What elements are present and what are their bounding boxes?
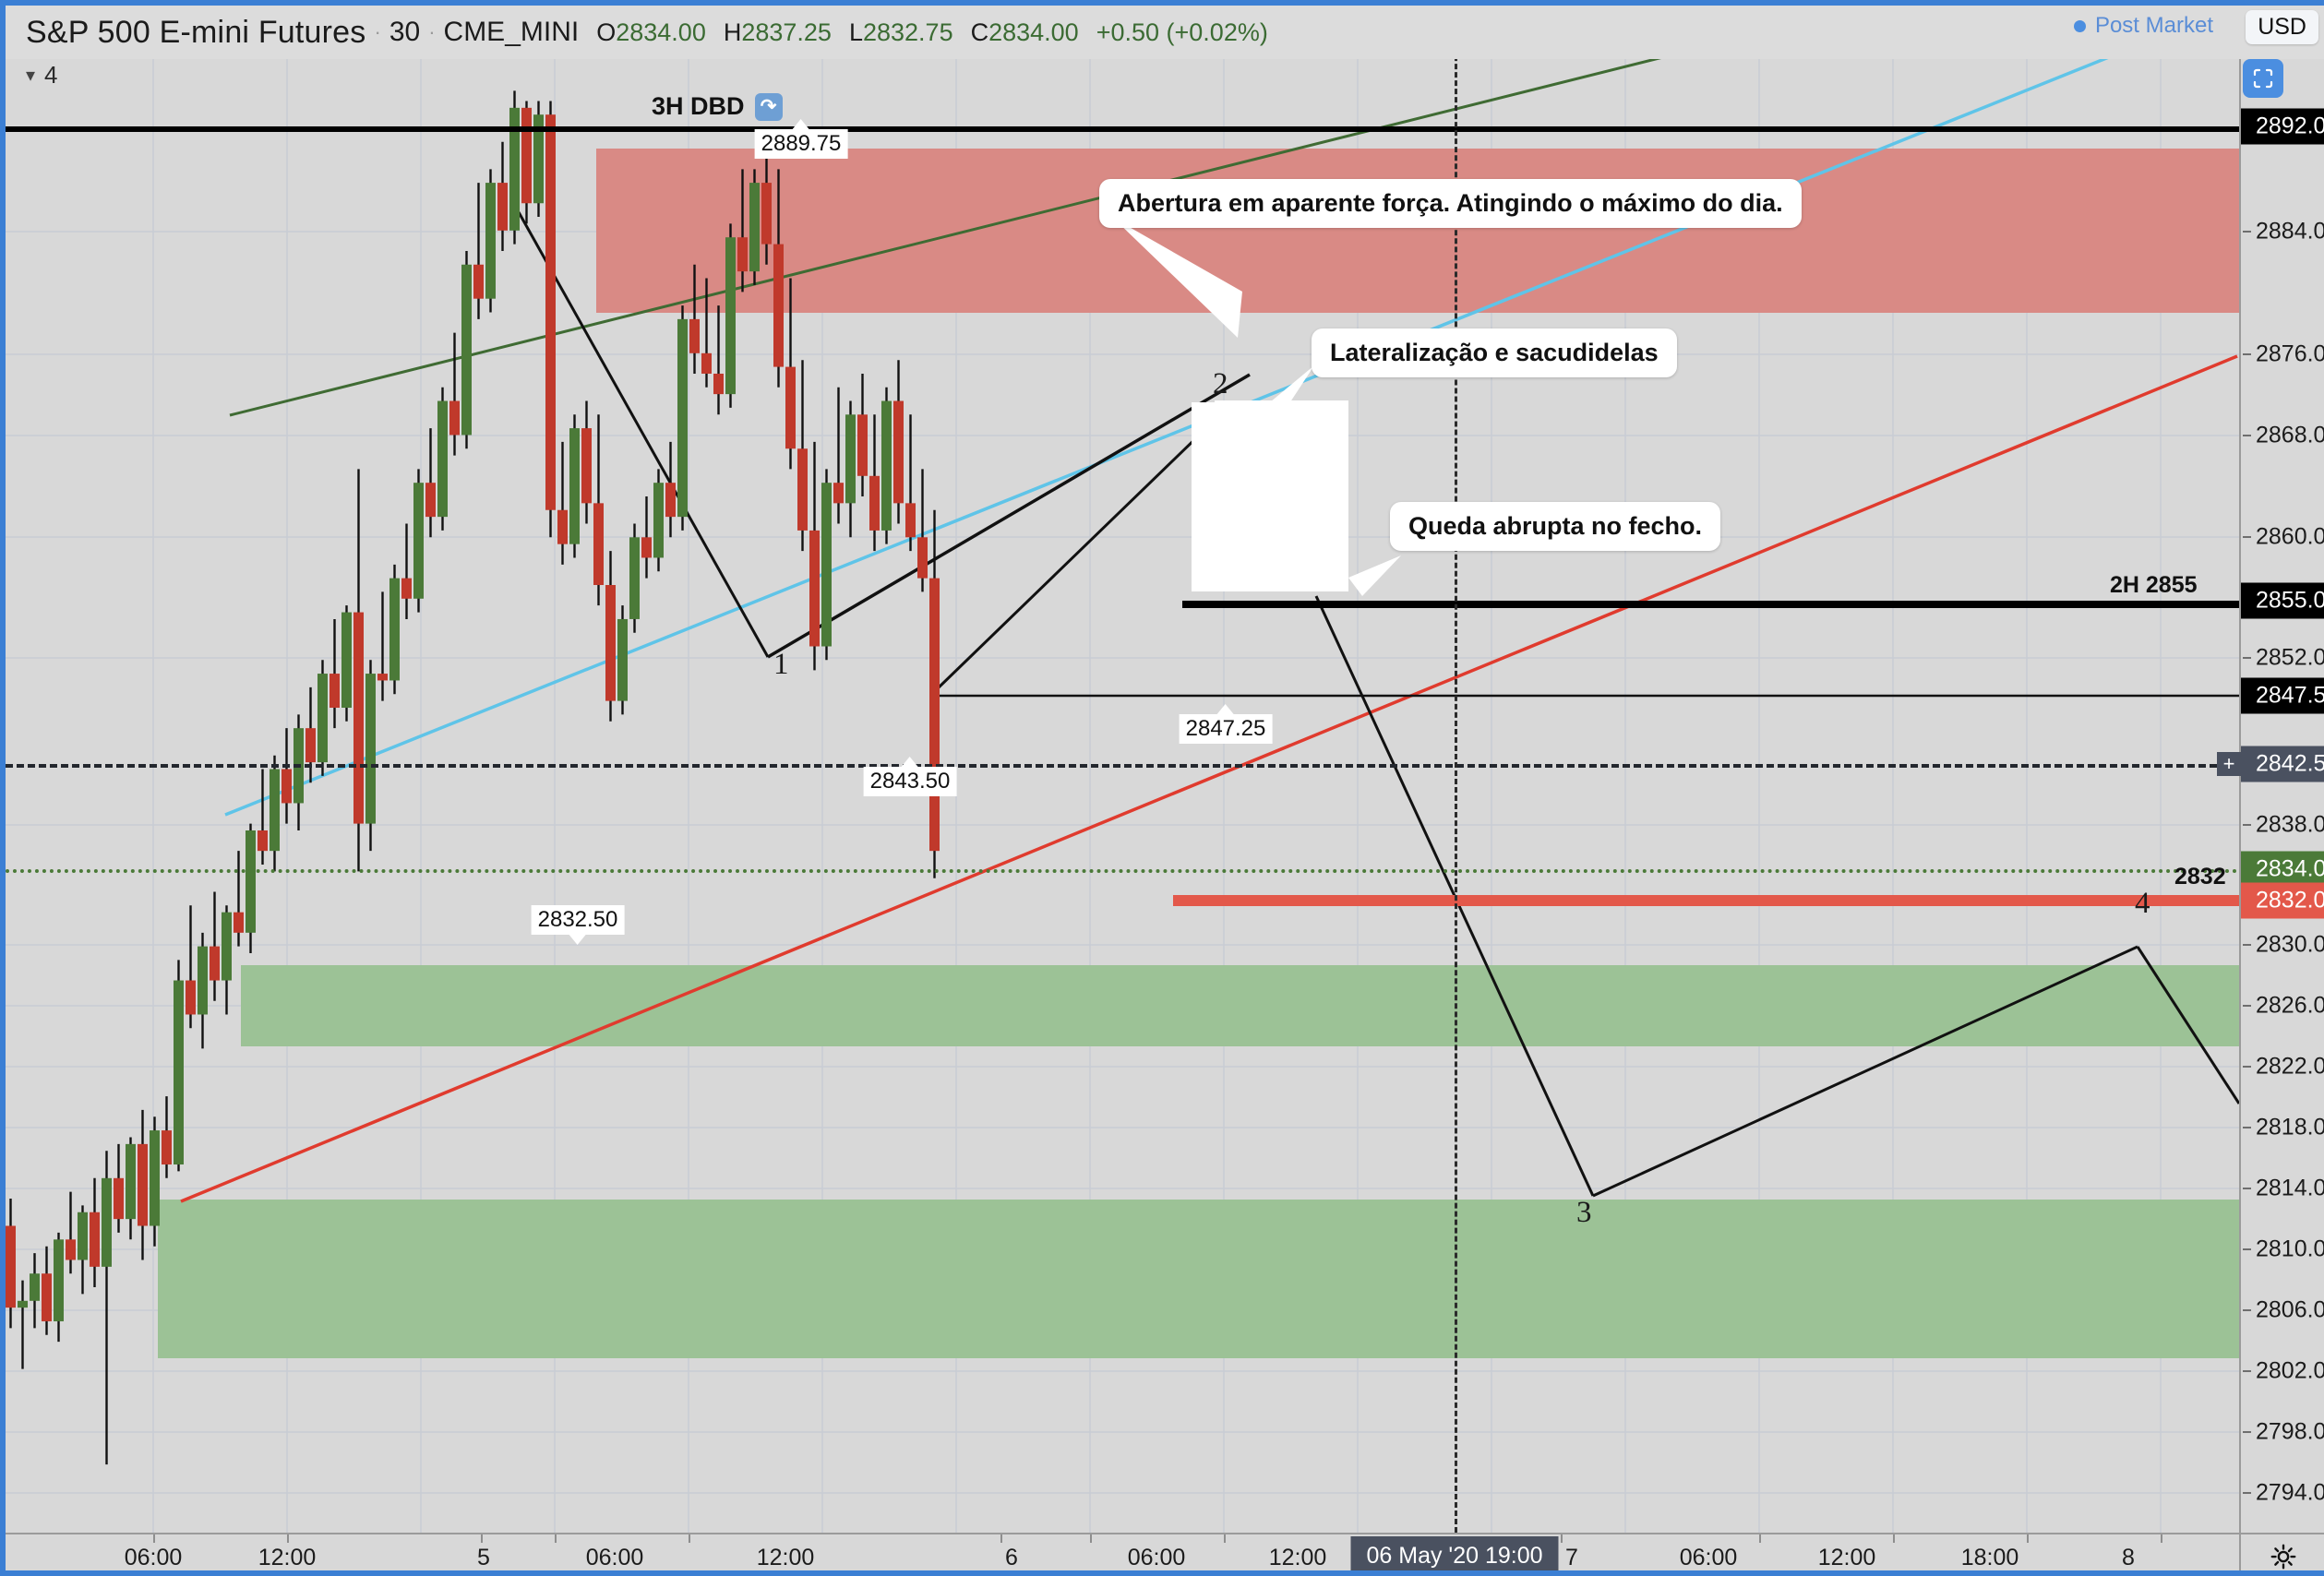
ohlc-change: +0.50 (+0.02%) [1096,18,1268,46]
time-axis[interactable]: 06:00 12:00 5 06:00 12:00 6 06:00 12:00 … [6,1533,2324,1570]
price-tick-2838: 2838.00 [2256,811,2324,838]
price-tick-2810: 2810.00 [2256,1236,2324,1262]
post-market-label: Post Market [2094,13,2213,38]
ohlc-close-key: C [970,18,989,46]
gear-icon[interactable] [2270,1543,2297,1570]
crosshair-vertical [1455,6,1457,1533]
add-alert-icon[interactable]: + [2217,752,2241,776]
price-tick-2806: 2806.00 [2256,1296,2324,1323]
time-tick-0600-d7: 06:00 [1679,1545,1738,1570]
exchange-label[interactable]: CME_MINI [443,17,580,47]
chart-drawings [180,6,2239,1203]
price-tag-2832-50: 2832.50 [531,905,625,945]
interval-label[interactable]: 30 [389,17,421,47]
level-label-2832: 2832 [2174,864,2226,889]
time-tick-1200-d5: 12:00 [756,1545,815,1570]
price-tick-2884: 2884.00 [2256,218,2324,245]
level-line-2855 [1182,601,2239,608]
down-arrow-icon[interactable]: ↷ [754,92,783,121]
ohlc-open: O2834.00 [596,18,706,47]
level-label-2855: 2H 2855 [2110,572,2198,598]
ohlc-low-key: L [848,18,863,46]
chart-header-toolbar: S&P 500 E-mini Futures · 30 · CME_MINI O… [6,6,2324,59]
level-line-2842-dashed [6,764,2239,768]
price-badge-2832: 2832.00 [2241,882,2324,919]
ohlc-high-value: 2837.25 [741,18,832,46]
price-badge-last-2834: 2834.00 [2241,851,2324,888]
price-tick-2794: 2794.00 [2256,1479,2324,1506]
price-tick-2818: 2818.00 [2256,1114,2324,1140]
time-tick-1200-d6: 12:00 [1268,1545,1327,1570]
header-separator-dot-2: · [428,20,436,43]
crosshair-time-badge: 06 May '20 19:00 [1350,1536,1559,1570]
header-separator-dot: · [374,20,381,43]
demand-zone-lower [158,1200,2239,1358]
callout-consolidation[interactable]: Lateralização e sacudidelas [1312,328,1677,377]
ohlc-close: C2834.00 [971,18,1079,47]
symbol-title[interactable]: S&P 500 E-mini Futures [26,14,366,50]
time-tick-day-6: 6 [1005,1545,1018,1570]
callout-sharp-drop[interactable]: Queda abrupta no fecho. [1390,502,1721,551]
time-tick-day-5: 5 [477,1545,490,1570]
dbd-level-label[interactable]: 3H DBD ↷ [652,92,783,121]
time-tick-1200-d7: 12:00 [1817,1545,1876,1570]
time-tick-1800-d7: 18:00 [1960,1545,2019,1570]
time-tick-day-7: 7 [1565,1545,1578,1570]
dbd-label-text: 3H DBD [652,92,745,120]
ohlc-low: L2832.75 [849,18,953,47]
time-tick-0600-d6: 06:00 [1127,1545,1186,1570]
price-tick-2852: 2852.00 [2256,644,2324,671]
legend-value: 4 [44,61,58,89]
demand-zone-upper [241,965,2239,1046]
chart-plot-area[interactable]: 2889.75 2847.25 2843.50 2832.50 3H DBD ↷… [6,6,2239,1533]
price-tick-2802: 2802.00 [2256,1357,2324,1384]
price-tick-2814: 2814.00 [2256,1175,2324,1201]
time-tick-0600-d4: 06:00 [124,1545,183,1570]
price-tick-2860: 2860.00 [2256,523,2324,550]
callout-opening-strength[interactable]: Abertura em aparente força. Atingindo o … [1099,179,1802,228]
price-tick-2822: 2822.00 [2256,1053,2324,1080]
ohlc-low-value: 2832.75 [862,18,953,46]
time-tick-1200-d4: 12:00 [258,1545,317,1570]
price-tick-2830: 2830.00 [2256,931,2324,958]
time-tick-day-8: 8 [2122,1545,2135,1570]
level-line-2832-red [1173,895,2239,906]
ohlc-close-value: 2834.00 [988,18,1079,46]
candlestick-series [6,90,940,1465]
chevron-down-icon[interactable]: ▾ [26,66,36,86]
ohlc-high: H2837.25 [724,18,832,47]
price-tag-2843: 2843.50 [863,757,957,796]
status-dot-icon [2073,19,2086,32]
price-badge-2892: 2892.00 [2241,108,2324,145]
supply-zone [596,149,2239,313]
price-badge-crosshair-2842: 2842.50 [2241,746,2324,782]
currency-badge[interactable]: USD [2246,10,2318,44]
callout-pointers [1113,218,1401,596]
post-market-status: Post Market [2073,13,2213,39]
wave-label-2: 2 [1213,367,1228,400]
price-tick-2868: 2868.00 [2256,422,2324,448]
price-axis[interactable]: 2892.00 2884.00 2876.00 2868.00 2860.00 … [2217,6,2324,1533]
price-badge-2855: 2855.00 [2241,582,2324,619]
price-tick-2826: 2826.00 [2256,992,2324,1019]
price-tag-2847: 2847.25 [1179,704,1273,744]
ohlc-open-value: 2834.00 [616,18,706,46]
ohlc-high-key: H [723,18,742,46]
chart-settings-button[interactable] [2239,1533,2324,1570]
wave-label-1: 1 [773,648,789,681]
level-line-2834-dotted [6,869,2239,873]
time-tick-0600-d5: 06:00 [585,1545,644,1570]
price-tag-day-high: 2889.75 [754,119,848,159]
wave-label-3: 3 [1576,1196,1592,1229]
ohlc-open-key: O [596,18,617,46]
indicator-legend[interactable]: ▾ 4 [26,61,58,90]
price-tick-2876: 2876.00 [2256,340,2324,367]
price-badge-2847: 2847.50 [2241,677,2324,714]
wave-label-4: 4 [2135,887,2150,920]
fullscreen-icon[interactable] [2243,59,2283,98]
level-line-2892 [6,126,2239,132]
price-tick-2798: 2798.00 [2256,1418,2324,1445]
